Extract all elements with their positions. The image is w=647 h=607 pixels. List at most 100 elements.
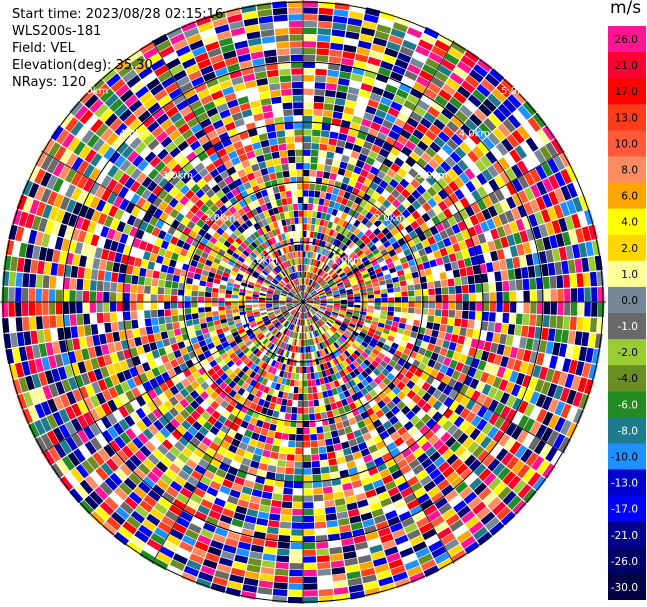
velocity-gate xyxy=(211,410,221,420)
velocity-gate xyxy=(173,349,182,359)
velocity-gate xyxy=(240,344,248,351)
velocity-gate xyxy=(153,173,164,185)
velocity-gate xyxy=(518,190,529,204)
velocity-gate xyxy=(83,279,91,291)
velocity-gate xyxy=(550,138,564,154)
velocity-gate xyxy=(139,41,155,55)
velocity-gate xyxy=(313,298,320,301)
velocity-gate xyxy=(67,452,81,467)
velocity-gate xyxy=(289,556,303,563)
velocity-gate xyxy=(318,310,325,314)
velocity-gate xyxy=(314,330,319,337)
velocity-gate xyxy=(251,489,263,498)
velocity-gate xyxy=(416,409,427,420)
velocity-gate xyxy=(271,500,282,508)
velocity-gate xyxy=(245,307,253,311)
velocity-gate xyxy=(308,203,314,211)
velocity-gate xyxy=(331,325,338,332)
velocity-gate xyxy=(303,339,306,346)
velocity-gate xyxy=(158,347,167,357)
velocity-gate xyxy=(344,256,351,263)
velocity-gate xyxy=(333,303,341,306)
velocity-gate xyxy=(445,367,455,377)
velocity-gate xyxy=(552,342,561,356)
velocity-gate xyxy=(260,407,269,415)
velocity-gate xyxy=(514,145,528,160)
velocity-gate xyxy=(568,229,578,245)
velocity-gate xyxy=(228,206,237,215)
velocity-gate xyxy=(584,302,591,317)
velocity-gate xyxy=(267,288,274,293)
velocity-gate xyxy=(173,365,183,375)
velocity-gate xyxy=(250,251,257,259)
velocity-gate xyxy=(501,270,509,281)
velocity-gate xyxy=(265,436,274,445)
velocity-gate xyxy=(313,305,320,308)
velocity-gate xyxy=(312,129,321,137)
velocity-gate xyxy=(303,271,305,278)
velocity-gate xyxy=(318,575,332,583)
velocity-gate xyxy=(266,526,279,535)
velocity-gate xyxy=(547,206,558,221)
velocity-gate xyxy=(336,268,343,274)
velocity-gate xyxy=(291,522,303,529)
velocity-gate xyxy=(358,441,368,451)
velocity-gate xyxy=(201,183,211,194)
velocity-gate xyxy=(365,156,375,166)
velocity-gate xyxy=(332,573,347,582)
velocity-gate xyxy=(201,436,212,447)
velocity-gate xyxy=(311,308,317,314)
velocity-gate xyxy=(216,563,232,574)
velocity-gate xyxy=(308,318,312,325)
velocity-gate xyxy=(305,271,308,278)
velocity-gate xyxy=(47,191,58,206)
velocity-gate xyxy=(281,262,286,270)
velocity-gate xyxy=(270,244,277,252)
velocity-gate xyxy=(159,427,171,439)
velocity-gate xyxy=(232,561,247,571)
velocity-gate xyxy=(417,452,429,464)
velocity-gate xyxy=(46,430,59,446)
velocity-gate xyxy=(12,241,21,257)
velocity-gate xyxy=(262,282,270,287)
velocity-gate xyxy=(246,360,254,368)
velocity-gate xyxy=(464,118,478,132)
velocity-gate xyxy=(432,411,443,422)
velocity-gate xyxy=(385,136,396,146)
velocity-gate xyxy=(437,393,448,404)
velocity-gate xyxy=(439,272,447,280)
velocity-gate xyxy=(184,189,195,200)
velocity-gate xyxy=(348,402,357,411)
velocity-gate xyxy=(427,236,436,245)
velocity-gate xyxy=(293,287,298,294)
velocity-gate xyxy=(271,328,278,335)
velocity-gate xyxy=(485,331,494,342)
velocity-gate xyxy=(176,493,189,505)
velocity-gate xyxy=(263,280,271,285)
velocity-gate xyxy=(465,180,476,193)
velocity-gate xyxy=(433,473,446,486)
velocity-gate xyxy=(175,45,191,57)
velocity-gate xyxy=(424,504,438,516)
velocity-gate xyxy=(279,304,286,307)
velocity-gate xyxy=(289,563,303,570)
velocity-gate xyxy=(538,251,548,264)
velocity-gate xyxy=(327,389,334,397)
velocity-gate xyxy=(241,214,249,222)
velocity-gate xyxy=(323,332,329,339)
velocity-gate xyxy=(270,359,277,367)
velocity-gate xyxy=(287,337,292,344)
velocity-gate xyxy=(353,340,361,347)
velocity-gate xyxy=(381,332,389,339)
velocity-gate xyxy=(217,446,228,456)
velocity-gate xyxy=(447,168,458,180)
velocity-gate xyxy=(124,459,137,472)
velocity-gate xyxy=(357,554,372,564)
velocity-gate xyxy=(190,214,200,224)
velocity-gate xyxy=(259,302,266,305)
velocity-gate xyxy=(141,200,152,212)
velocity-gate xyxy=(320,318,326,324)
velocity-gate xyxy=(371,320,379,326)
velocity-gate xyxy=(179,362,188,372)
velocity-gate xyxy=(530,406,541,420)
